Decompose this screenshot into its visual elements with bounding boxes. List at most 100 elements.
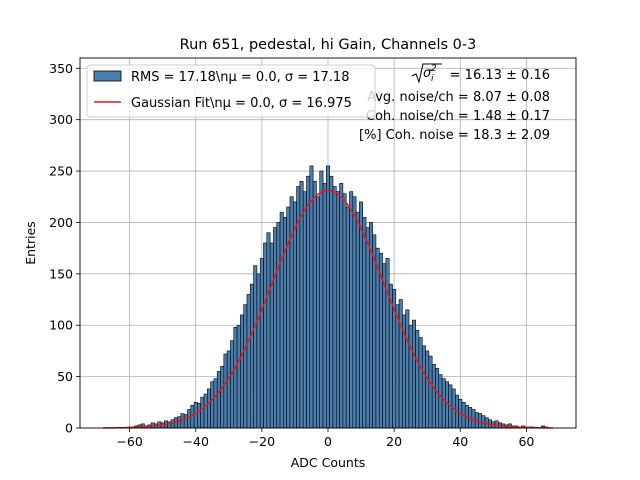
histogram-bar (223, 353, 228, 429)
histogram-bar (243, 304, 248, 429)
legend: RMS = 17.18\nμ = 0.0, σ = 17.18 Gaussian… (86, 64, 376, 118)
y-tick-label: 200 (49, 215, 73, 230)
histogram-bar (478, 413, 483, 429)
histogram-bar (279, 211, 284, 429)
x-tick-label: −20 (249, 434, 275, 449)
y-tick-label: 100 (49, 318, 73, 333)
histogram-bar (240, 314, 244, 429)
y-tick-label: 300 (49, 112, 73, 127)
histogram-bar (183, 414, 188, 429)
stat-sigma-value: = 16.13 ± 0.16 (450, 68, 550, 83)
histogram-bar (216, 371, 221, 429)
histogram-bar (187, 409, 192, 429)
histogram-bar (332, 186, 337, 429)
histogram-bar (177, 416, 182, 429)
stat-avg-noise: Avg. noise/ch = 8.07 ± 0.08 (367, 90, 550, 105)
y-tick-label: 350 (49, 61, 73, 76)
histogram-bar (365, 227, 370, 429)
histogram-bar (226, 350, 231, 429)
histogram-bar (256, 273, 261, 429)
stat-coh-noise-percent: [%] Coh. noise = 18.3 ± 2.09 (359, 128, 550, 143)
x-tick-label: −40 (183, 434, 209, 449)
histogram-bar (316, 196, 321, 429)
y-tick-label: 150 (49, 266, 73, 281)
x-tick-label: 0 (324, 434, 332, 449)
legend-swatch-rms (93, 70, 122, 82)
histogram-bar (345, 206, 350, 429)
legend-label-rms: RMS = 17.18\nμ = 0.0, σ = 17.18 (131, 70, 349, 85)
histogram-bar (428, 355, 433, 429)
histogram-bar (335, 191, 340, 429)
histogram-bar (319, 170, 324, 429)
histogram-bar (292, 201, 297, 429)
svg-text:σ: σ (423, 66, 432, 81)
histogram-bar (418, 337, 423, 429)
histogram-bar (415, 330, 420, 429)
histogram-bar (375, 247, 380, 429)
histogram-bar (236, 324, 241, 429)
histogram-bar (259, 258, 264, 429)
histogram-bar (193, 402, 198, 429)
histogram-bar (339, 183, 344, 429)
histogram-bar (220, 366, 225, 429)
stat-coh-noise: Coh. noise/ch = 1.48 ± 0.17 (366, 109, 550, 124)
histogram-bar (207, 388, 211, 429)
histogram-bar (322, 183, 327, 429)
y-tick-label: 250 (49, 164, 73, 179)
histogram-bar (395, 304, 400, 429)
histogram-bar (306, 175, 311, 429)
sigma-squared-annotation: σ 2 i = 16.13 ± 0.16 (411, 63, 550, 84)
histogram-bar (203, 393, 208, 429)
histogram-bar (329, 175, 334, 429)
histogram-bar (263, 242, 268, 429)
histogram-bar (326, 165, 330, 429)
histogram-bar (435, 368, 440, 429)
histogram-bar (197, 403, 201, 429)
histogram-bar (405, 309, 410, 429)
svg-text:i: i (431, 74, 434, 84)
histogram-bar (362, 217, 367, 429)
histogram-bar (312, 181, 317, 429)
y-axis-label: Entries (23, 221, 38, 265)
histogram-bar (352, 196, 357, 429)
legend-label-gaussian: Gaussian Fit\nμ = 0.0, σ = 16.975 (131, 96, 352, 111)
y-tick-label: 0 (65, 421, 73, 436)
histogram-bar (273, 227, 278, 429)
legend-box (86, 64, 376, 118)
histogram-bar (441, 378, 446, 429)
x-axis-label: ADC Counts (291, 455, 366, 470)
histogram-bar (253, 265, 258, 429)
histogram-bar (276, 222, 281, 429)
histogram-bar (421, 345, 426, 429)
histogram-bar (359, 201, 364, 429)
x-axis-ticks: −60 −40 −20 0 20 40 60 (116, 428, 534, 449)
histogram-bar (494, 420, 499, 429)
histogram-bar (431, 363, 436, 429)
histogram-bar (408, 324, 413, 429)
histogram-bar (249, 283, 254, 429)
svg-text:2: 2 (431, 64, 437, 74)
gaussian-fit-line (103, 189, 553, 429)
histogram-bar (438, 374, 443, 429)
histogram-bar (269, 242, 274, 429)
histogram-bar (398, 299, 403, 429)
histogram-bar (412, 319, 416, 429)
histogram-bar (246, 294, 251, 429)
histogram-bar (233, 326, 238, 429)
histogram-bar (200, 396, 205, 429)
histogram-bar (190, 405, 195, 429)
x-tick-label: 60 (518, 434, 534, 449)
x-tick-label: 40 (452, 434, 468, 449)
histogram-bar (342, 193, 347, 429)
histogram-bar (385, 258, 390, 429)
histogram-bar (309, 165, 314, 429)
histogram-bar (349, 191, 354, 429)
histogram-bar (425, 350, 430, 429)
histogram-bar (266, 232, 271, 429)
y-axis-ticks: 0 50 100 150 200 250 300 350 (49, 61, 80, 436)
histogram-bar (355, 211, 360, 429)
histogram-bar (302, 191, 307, 429)
x-tick-label: 20 (386, 434, 402, 449)
y-tick-label: 50 (57, 369, 73, 384)
